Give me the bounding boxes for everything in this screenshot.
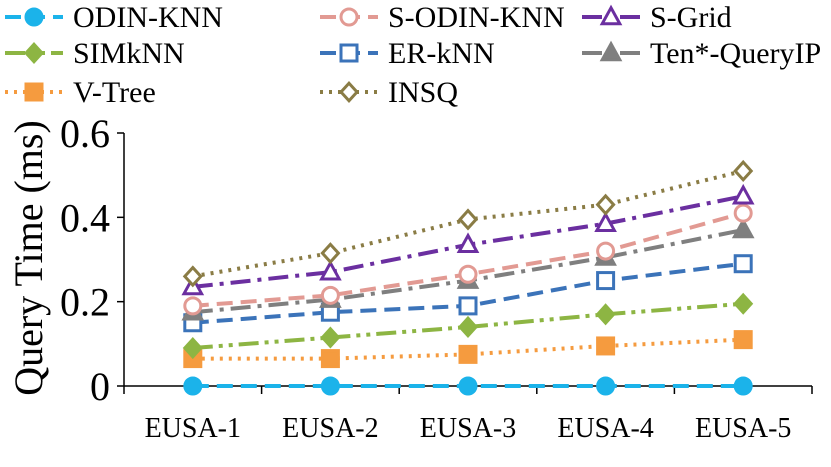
series-line xyxy=(192,337,744,361)
data-point xyxy=(456,232,480,254)
x-tick-label: EUSA-5 xyxy=(695,413,791,444)
legend: ODIN-KNN S-ODIN-KNN S-Grid SIMkNN ER-kNN Ten*… xyxy=(5,1,821,109)
data-point xyxy=(458,344,478,364)
data-point xyxy=(596,376,616,396)
data-point xyxy=(458,376,478,396)
data-point xyxy=(320,242,341,265)
x-tick-label: EUSA-3 xyxy=(420,413,516,444)
data-point xyxy=(596,336,616,356)
legend-label: Ten*-QueryIP xyxy=(650,37,821,70)
data-point xyxy=(457,315,479,338)
data-point xyxy=(731,217,755,239)
data-point xyxy=(183,296,203,316)
data-point xyxy=(733,203,753,223)
y-tick-label: 0.6 xyxy=(60,111,110,156)
data-point xyxy=(319,259,342,281)
series-s-odin-knn xyxy=(183,203,753,316)
data-point xyxy=(733,159,754,182)
legend-swatch-marker xyxy=(24,82,44,102)
data-point xyxy=(320,285,340,305)
data-point xyxy=(182,337,203,360)
legend-swatch-marker xyxy=(338,80,360,104)
series-group xyxy=(181,159,755,396)
legend-entry: ER-kNN xyxy=(320,37,495,70)
axes: 0 0.2 0.4 0.6 EUSA-1 EUSA-2 EUSA-3 EUSA-4 EUSA-5 xyxy=(60,111,813,444)
legend-entry: S-Grid xyxy=(582,1,732,34)
data-point xyxy=(320,326,341,349)
data-point xyxy=(733,254,753,274)
series-insq xyxy=(182,159,754,288)
data-point xyxy=(733,330,753,350)
data-point xyxy=(596,271,616,291)
x-tick-label: EUSA-2 xyxy=(282,413,378,444)
legend-swatch-marker xyxy=(24,7,44,27)
legend-entry: ODIN-KNN xyxy=(5,1,223,34)
x-tick-label: EUSA-1 xyxy=(145,413,241,444)
data-point xyxy=(594,211,617,232)
y-axis-label: Query Time (ms) xyxy=(6,120,51,396)
x-tick-label: EUSA-4 xyxy=(557,413,653,444)
series-er-knn xyxy=(183,254,753,333)
data-point xyxy=(733,292,754,315)
series-simknn xyxy=(182,292,754,360)
legend-entry: S-ODIN-KNN xyxy=(320,1,565,34)
legend-label: S-Grid xyxy=(650,1,732,34)
data-point xyxy=(731,183,755,205)
data-point xyxy=(458,264,478,284)
data-point xyxy=(596,241,616,261)
legend-swatch-marker xyxy=(23,41,45,65)
legend-label: ER-kNN xyxy=(388,37,495,70)
legend-swatch-marker xyxy=(339,43,359,63)
legend-swatch-marker xyxy=(339,7,359,27)
legend-label: INSQ xyxy=(388,76,458,109)
series-odin-knn xyxy=(183,376,753,396)
y-tick-label: 0.2 xyxy=(60,280,110,325)
legend-entry: V-Tree xyxy=(5,76,156,109)
legend-label: S-ODIN-KNN xyxy=(388,1,565,34)
data-point xyxy=(183,376,203,396)
data-point xyxy=(733,376,753,396)
legend-entry: Ten*-QueryIP xyxy=(582,37,821,70)
y-tick-label: 0.4 xyxy=(60,195,110,240)
data-point xyxy=(458,296,478,316)
legend-swatch-marker xyxy=(599,4,623,26)
y-tick-label: 0 xyxy=(90,364,110,409)
legend-swatch-marker xyxy=(599,40,623,62)
data-point xyxy=(595,303,616,326)
legend-label: V-Tree xyxy=(73,76,156,109)
data-point xyxy=(182,265,203,288)
data-point xyxy=(457,208,479,231)
legend-entry: SIMkNN xyxy=(5,37,185,70)
data-point xyxy=(320,349,340,369)
legend-label: SIMkNN xyxy=(73,37,185,70)
data-point xyxy=(320,376,340,396)
data-point xyxy=(595,193,616,216)
legend-label: ODIN-KNN xyxy=(73,1,223,34)
legend-entry: INSQ xyxy=(320,76,458,109)
